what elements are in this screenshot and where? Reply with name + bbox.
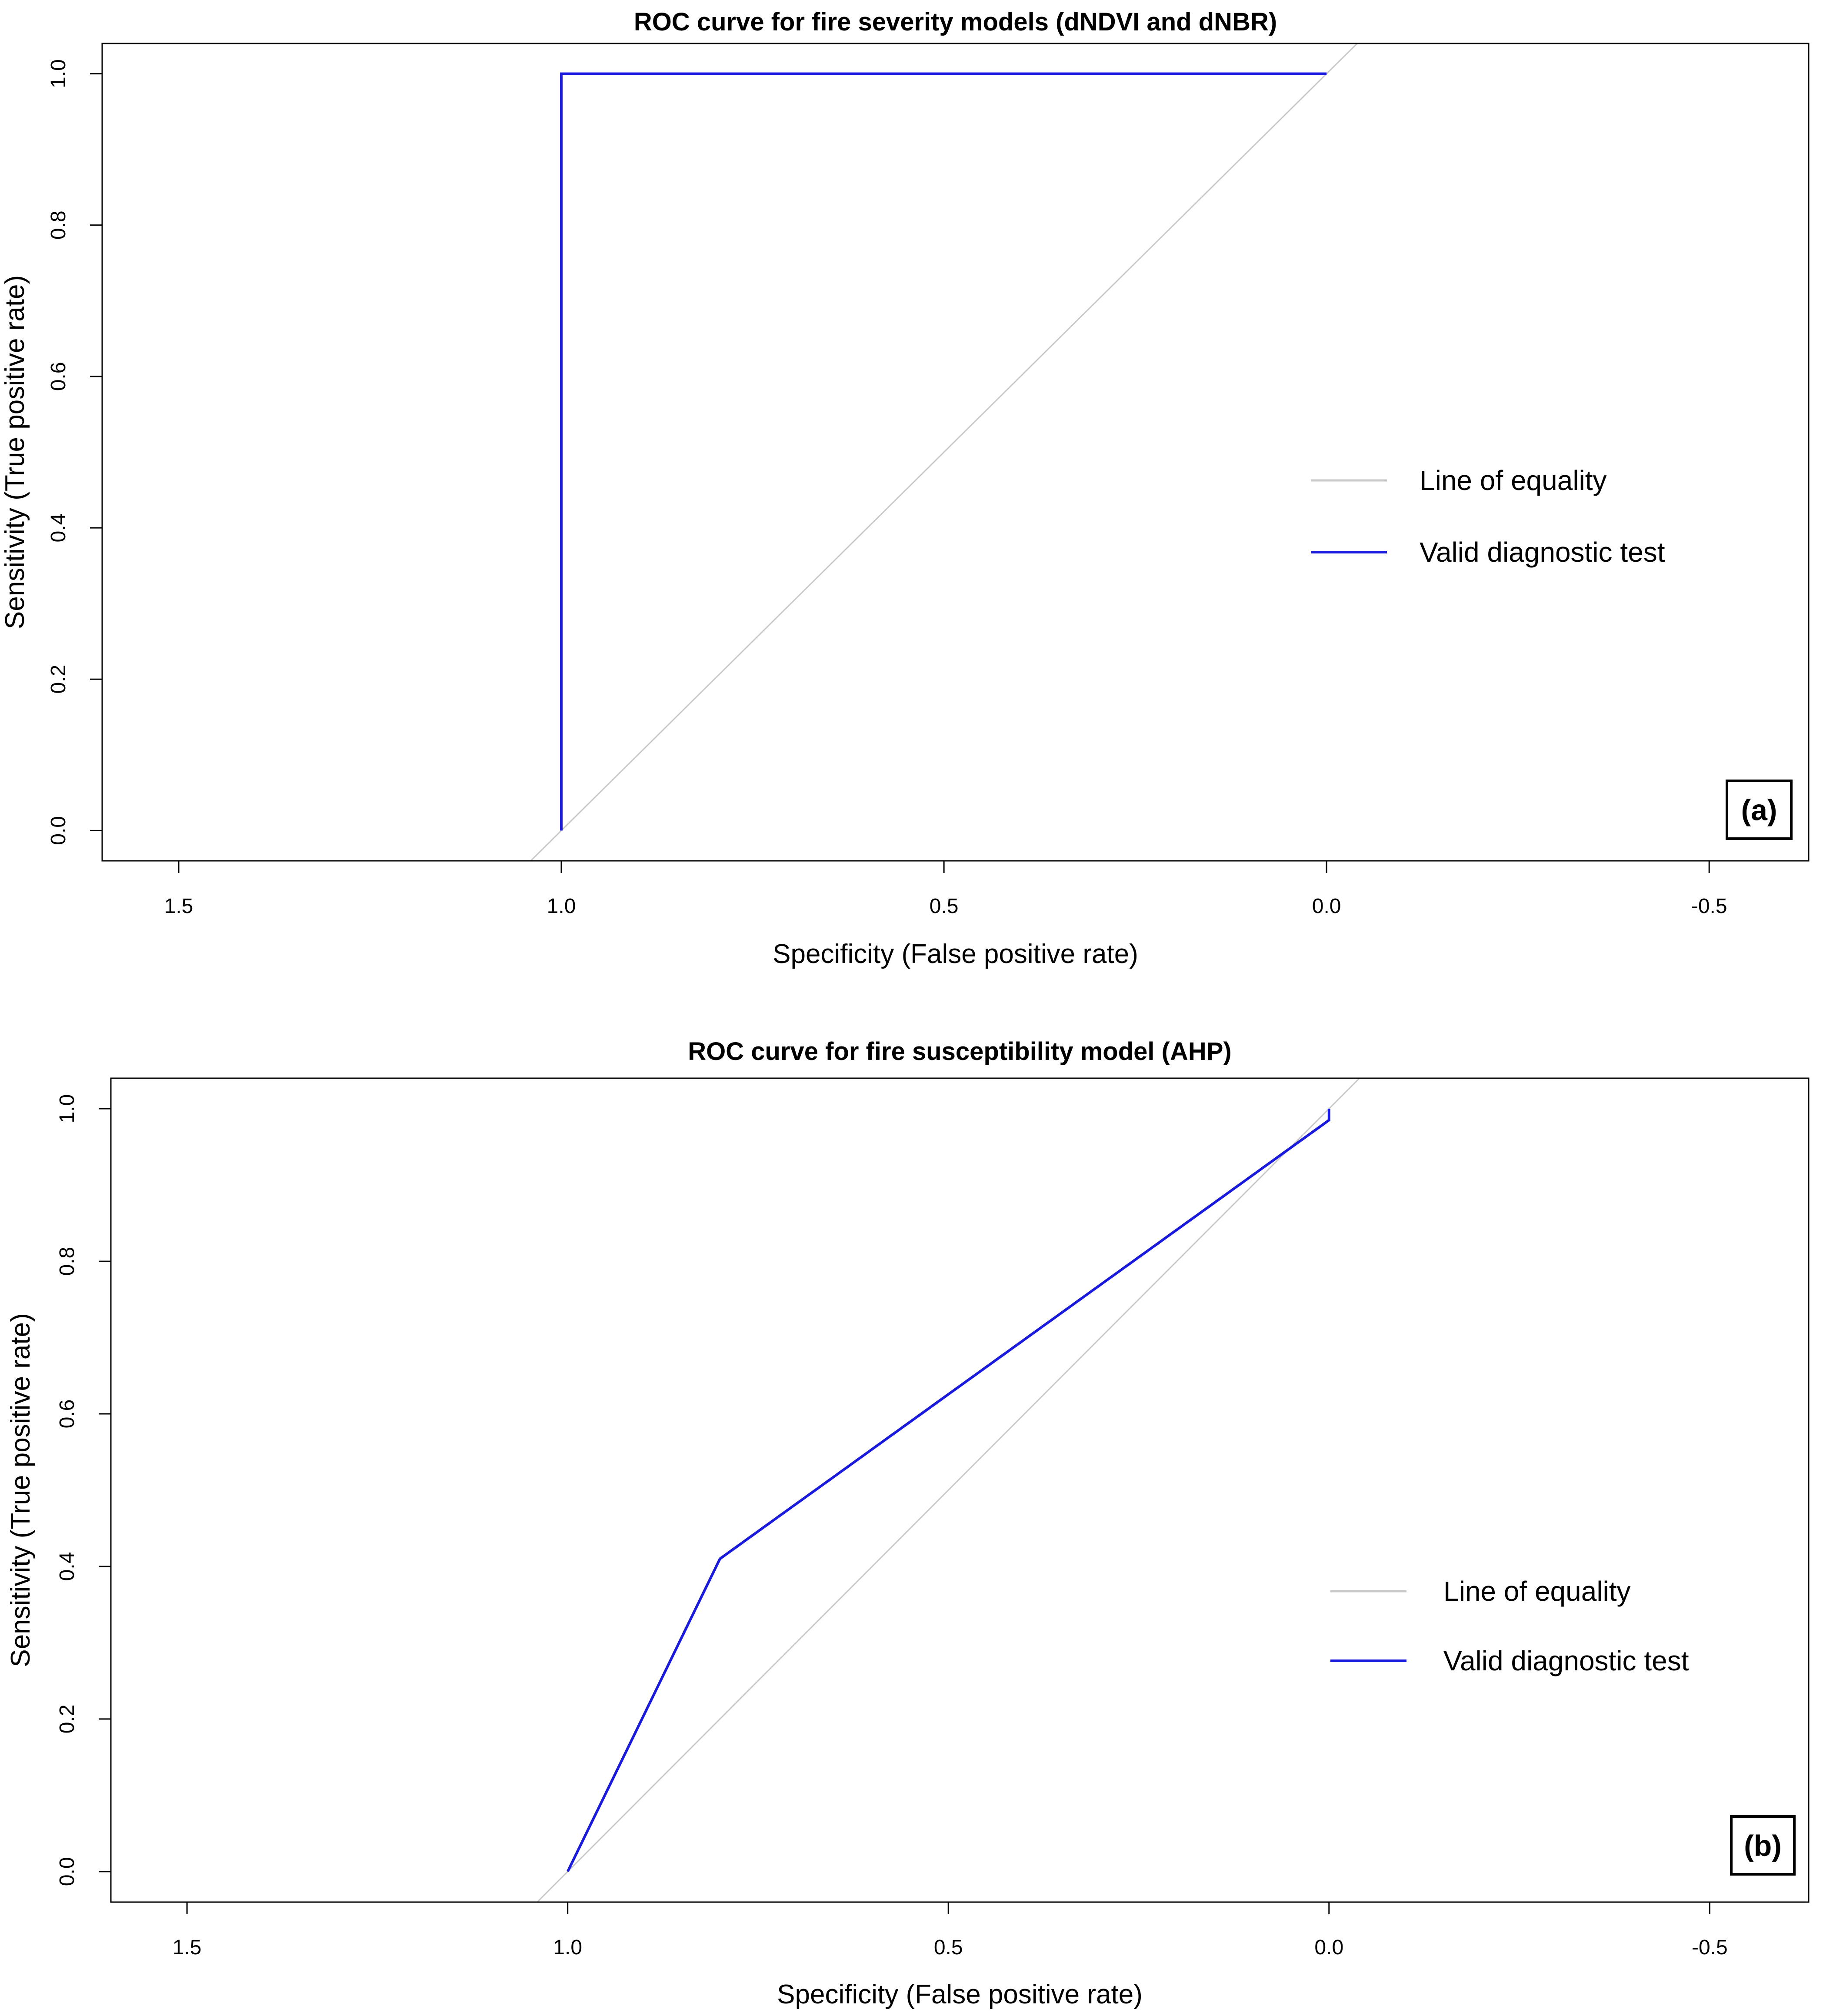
chart-b-series-valid-diagnostic-test — [566, 1109, 1330, 1873]
chart-b-panel-tag: (b) — [1744, 1829, 1782, 1863]
chart-a-series-valid-diagnostic-test — [560, 72, 1327, 831]
chart-b-y-tick-label: 0.2 — [56, 1705, 79, 1734]
chart-b-series-line-of-equality — [537, 1078, 1360, 1902]
chart-a-y-tick-label: 0.2 — [47, 665, 70, 694]
chart-a-x-axis-label: Specificity (False positive rate) — [773, 939, 1138, 969]
chart-a-y-tick-label: 0.8 — [47, 210, 70, 240]
chart-a-series-line-of-equality — [530, 43, 1358, 861]
chart-a-y-tick-label: 0.6 — [47, 362, 70, 391]
chart-a-panel-tag: (a) — [1741, 794, 1777, 827]
chart-a-x-tick-label: 1.0 — [547, 895, 576, 918]
chart-a-x-tick-label: 0.0 — [1312, 895, 1341, 918]
chart-b-y-tick-label: 0.4 — [56, 1552, 79, 1581]
chart-b-x-axis-label: Specificity (False positive rate) — [777, 1979, 1143, 2009]
chart-a-x-tick-label: -0.5 — [1691, 895, 1727, 918]
chart-b-x-tick-label: -0.5 — [1692, 1936, 1728, 1959]
chart-b-legend-label-valid-diagnostic-test: Valid diagnostic test — [1443, 1645, 1689, 1676]
chart-a-y-tick-label: 1.0 — [47, 59, 70, 88]
chart-a-y-axis-label: Sensitivity (True positive rate) — [0, 275, 30, 629]
chart-a-legend-label-valid-diagnostic-test: Valid diagnostic test — [1420, 536, 1665, 568]
chart-a-y-tick-label: 0.0 — [47, 816, 70, 845]
chart-b-y-tick-label: 0.0 — [56, 1857, 79, 1886]
chart-a-y-tick-label: 0.4 — [47, 513, 70, 543]
chart-a-x-tick-label: 1.5 — [164, 895, 193, 918]
chart-a-plot-frame — [101, 43, 1810, 862]
chart-a-x-tick-label: 0.5 — [930, 895, 959, 918]
chart-a-title: ROC curve for fire severity models (dNDV… — [634, 8, 1277, 36]
chart-b-panel-tag-box — [1730, 1815, 1796, 1876]
chart-b-x-tick-label: 0.0 — [1314, 1936, 1343, 1959]
chart-a-legend-label-line-of-equality: Line of equality — [1420, 465, 1607, 496]
chart-b-x-tick-label: 0.5 — [934, 1936, 963, 1959]
chart-b-y-tick-label: 0.8 — [56, 1247, 79, 1276]
chart-b-legend-label-line-of-equality: Line of equality — [1443, 1576, 1631, 1607]
chart-b-y-tick-label: 0.6 — [56, 1400, 79, 1429]
chart-b-plot-frame — [110, 1077, 1810, 1903]
chart-b-x-tick-label: 1.5 — [173, 1936, 202, 1959]
chart-b-title: ROC curve for fire susceptibility model … — [688, 1037, 1231, 1066]
chart-b-x-tick-label: 1.0 — [553, 1936, 582, 1959]
chart-b-y-axis-label: Sensitivity (True positive rate) — [6, 1313, 36, 1667]
chart-b-y-tick-label: 1.0 — [56, 1094, 79, 1123]
chart-a-panel-tag-box — [1726, 780, 1793, 840]
